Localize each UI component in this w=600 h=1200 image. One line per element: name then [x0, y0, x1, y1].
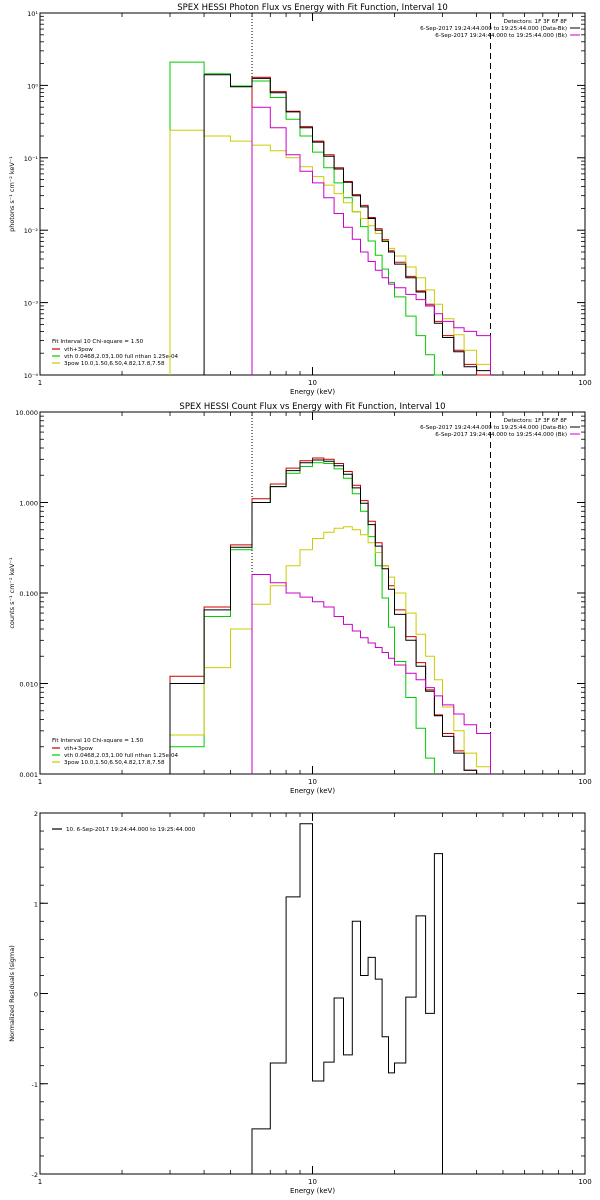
legend-label: 3pow 10.0,1.50,6.50,4.82,17.8,7.58	[64, 760, 165, 766]
fit-info-text: Fit Interval 10 Chi-square = 1.50	[52, 738, 144, 744]
series-bk-line	[251, 574, 491, 774]
legend-label: vth+3pow	[64, 746, 93, 752]
x-tick-label: 100	[578, 1178, 591, 1186]
series-vth-line	[169, 462, 435, 774]
series-data-bk-line	[203, 74, 491, 375]
legend-label: vth 0.0468,2.03,1.00 full nthan 1.25e-04	[64, 753, 179, 759]
chart-title: SPEX HESSI Photon Flux vs Energy with Fi…	[177, 3, 448, 13]
series-bk-line	[251, 106, 491, 375]
info-line: Detectors: 1F 3F 6F 8F	[504, 19, 567, 25]
info-line: Detectors: 1F 3F 6F 8F	[504, 418, 567, 424]
y-tick-label: 10⁻⁴	[24, 372, 39, 380]
y-tick-label: 10⁻²	[24, 227, 39, 235]
x-axis-label: Energy (keV)	[290, 1187, 335, 1195]
x-tick-label: 10	[308, 379, 317, 387]
series-data-bk-line	[169, 459, 491, 775]
series-3pow-line	[169, 129, 491, 375]
y-axis-label: photons s⁻¹ cm⁻² keV⁻¹	[8, 156, 16, 232]
series-vth-line	[169, 61, 443, 376]
legend-label: vth 0.0468,2.03,1.00 full nthan 1.25e-04	[64, 354, 179, 360]
series-3pow-line	[169, 526, 491, 774]
y-tick-label: 2	[34, 810, 38, 818]
y-tick-label: 1.000	[19, 500, 38, 508]
photon-flux-panel: SPEX HESSI Photon Flux vs Energy with Fi…	[8, 3, 592, 396]
x-axis-label: Energy (keV)	[290, 787, 335, 795]
y-tick-label: 10⁻¹	[24, 155, 39, 163]
x-axis-label: Energy (keV)	[290, 388, 335, 396]
chart-title: SPEX HESSI Count Flux vs Energy with Fit…	[179, 402, 445, 412]
y-axis-label: Normalized Residuals (sigma)	[8, 945, 16, 1042]
y-tick-label: 1	[34, 900, 38, 908]
legend-label: 3pow 10.0,1.50,6.50,4.82,17.8,7.58	[64, 361, 165, 367]
x-tick-label: 1	[38, 379, 42, 387]
legend-label: vth+3pow	[64, 347, 93, 353]
y-tick-label: 10⁻³	[24, 300, 39, 308]
x-tick-label: 10	[308, 778, 317, 786]
x-tick-label: 1	[38, 778, 42, 786]
info-line: 6-Sep-2017 19:24:44.000 to 19:25:44.000 …	[420, 26, 567, 32]
x-tick-label: 100	[578, 778, 591, 786]
y-tick-label: 0.001	[19, 771, 38, 779]
y-tick-label: 0.010	[19, 681, 38, 689]
info-line: 6-Sep-2017 19:24:44.000 to 19:25:44.000 …	[435, 432, 567, 438]
y-tick-label: 0	[34, 991, 38, 999]
info-line: 6-Sep-2017 19:24:44.000 to 19:25:44.000 …	[420, 425, 567, 431]
legend-label: 10. 6-Sep-2017 19:24:44.000 to 19:25:44.…	[66, 827, 196, 833]
fit-info-text: Fit Interval 10 Chi-square = 1.50	[52, 339, 144, 345]
info-line: 6-Sep-2017 19:24:44.000 to 19:25:44.000 …	[435, 33, 567, 39]
y-tick-label: -2	[32, 1171, 38, 1179]
y-tick-label: 10¹	[27, 10, 38, 18]
y-axis-label: counts s⁻¹ cm⁻² keV⁻¹	[8, 557, 16, 629]
y-tick-label: 10.000	[15, 409, 38, 417]
y-tick-label: -1	[32, 1081, 38, 1089]
count-flux-panel: SPEX HESSI Count Flux vs Energy with Fit…	[8, 402, 592, 795]
y-tick-label: 0.100	[19, 590, 38, 598]
x-tick-label: 100	[578, 379, 591, 387]
x-tick-label: 1	[38, 1178, 42, 1186]
plot-frame	[39, 12, 586, 376]
y-tick-label: 10⁰	[27, 82, 38, 90]
x-tick-label: 10	[308, 1178, 317, 1186]
series-10-6-sep-2017-19-24-44-000-to-19-25-44-000-line	[251, 823, 443, 1174]
residuals-panel: 1 10 100 Energy (keV) -2 -1 0 1 2 Normalized Resi…	[8, 810, 592, 1195]
